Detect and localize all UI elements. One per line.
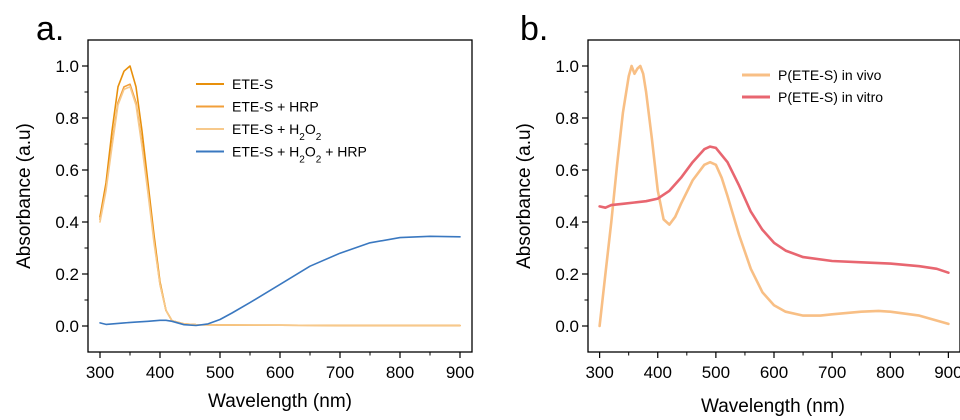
panel-b-y-tick-label: 1.0 bbox=[555, 57, 579, 76]
panel-a-plot-frame bbox=[87, 39, 473, 353]
panel-a-x-tick-label: 600 bbox=[266, 363, 294, 382]
panel-b-x-tick-label: 800 bbox=[876, 363, 904, 382]
panel-a-x-axis-title: Wavelength (nm) bbox=[208, 391, 352, 412]
panel-b-chart: b. 300 400 500 600 700 800 900 0.0 0.2 0.4 0.6 0.8 1… bbox=[514, 10, 960, 417]
panel-b-legend-label-0: P(ETE-S) in vivo bbox=[778, 67, 882, 83]
panel-a-series bbox=[99, 65, 461, 327]
panel-a-series-line-3 bbox=[99, 235, 461, 327]
panel-a-legend-label-2: ETE-S + H2O2 bbox=[232, 121, 322, 143]
panel-b-x-tick-label: 400 bbox=[644, 363, 672, 382]
panel-a-x-tick-label: 700 bbox=[326, 363, 354, 382]
panel-a-x-tick-label: 900 bbox=[446, 363, 474, 382]
panel-b-y-tick-label: 0.6 bbox=[555, 161, 579, 180]
panel-a-legend-label-1: ETE-S + HRP bbox=[232, 99, 319, 115]
panel-b-series bbox=[598, 64, 950, 328]
panel-a-chart: a. 300 400 500 600 700 800 900 0.0 0.2 0.4 0.6 0.8 1… bbox=[14, 10, 474, 412]
panel-b-y-tick-label: 0.2 bbox=[555, 265, 579, 284]
panel-b-x-tick-label: 500 bbox=[702, 363, 730, 382]
panel-b-x-axis-title: Wavelength (nm) bbox=[701, 396, 845, 417]
panel-b-x-tick-label: 900 bbox=[934, 363, 960, 382]
panel-b-y-axis-title: Absorbance (a.u) bbox=[514, 123, 535, 269]
panel-a-y-tick-label: 0.2 bbox=[55, 265, 79, 284]
panel-a-label: a. bbox=[36, 10, 64, 48]
panel-b-series-line-0 bbox=[598, 64, 950, 328]
panel-a-legend-label-3: ETE-S + H2O2 + HRP bbox=[232, 144, 367, 166]
panel-a-y-tick-label: 1.0 bbox=[55, 57, 79, 76]
panel-b-ticks: 300 400 500 600 700 800 900 0.0 0.2 0.4 0.6 0.8 1.0 bbox=[555, 57, 960, 382]
panel-a-y-tick-label: 0.8 bbox=[55, 109, 79, 128]
panel-a-ticks: 300 400 500 600 700 800 900 0.0 0.2 0.4 0.6 0.8 1.0 bbox=[55, 57, 474, 382]
panel-a-x-tick-label: 300 bbox=[86, 363, 114, 382]
panel-b-x-tick-label: 700 bbox=[818, 363, 846, 382]
panel-a-x-tick-label: 400 bbox=[146, 363, 174, 382]
panel-b-x-tick-label: 600 bbox=[760, 363, 788, 382]
panel-a-y-axis-title: Absorbance (a.u) bbox=[14, 123, 35, 269]
panel-b-label: b. bbox=[520, 10, 548, 48]
panel-b-series-line-1 bbox=[598, 145, 950, 275]
panel-b-y-tick-label: 0.4 bbox=[555, 213, 579, 232]
panel-a-y-tick-label: 0.4 bbox=[55, 213, 79, 232]
panel-a-legend-label-0: ETE-S bbox=[232, 76, 273, 92]
panel-b-legend: P(ETE-S) in vivo P(ETE-S) in vitro bbox=[742, 67, 883, 105]
panel-a-series-line-2 bbox=[99, 86, 461, 327]
panel-a-x-tick-label: 800 bbox=[386, 363, 414, 382]
panel-b-y-tick-label: 0.8 bbox=[555, 109, 579, 128]
panel-a-y-tick-label: 0.6 bbox=[55, 161, 79, 180]
panel-a-x-tick-label: 500 bbox=[206, 363, 234, 382]
panel-b-x-tick-label: 300 bbox=[585, 363, 613, 382]
panel-b-y-tick-label: 0.0 bbox=[555, 317, 579, 336]
panel-b-legend-label-1: P(ETE-S) in vitro bbox=[778, 89, 883, 105]
panel-a-y-tick-label: 0.0 bbox=[55, 317, 79, 336]
